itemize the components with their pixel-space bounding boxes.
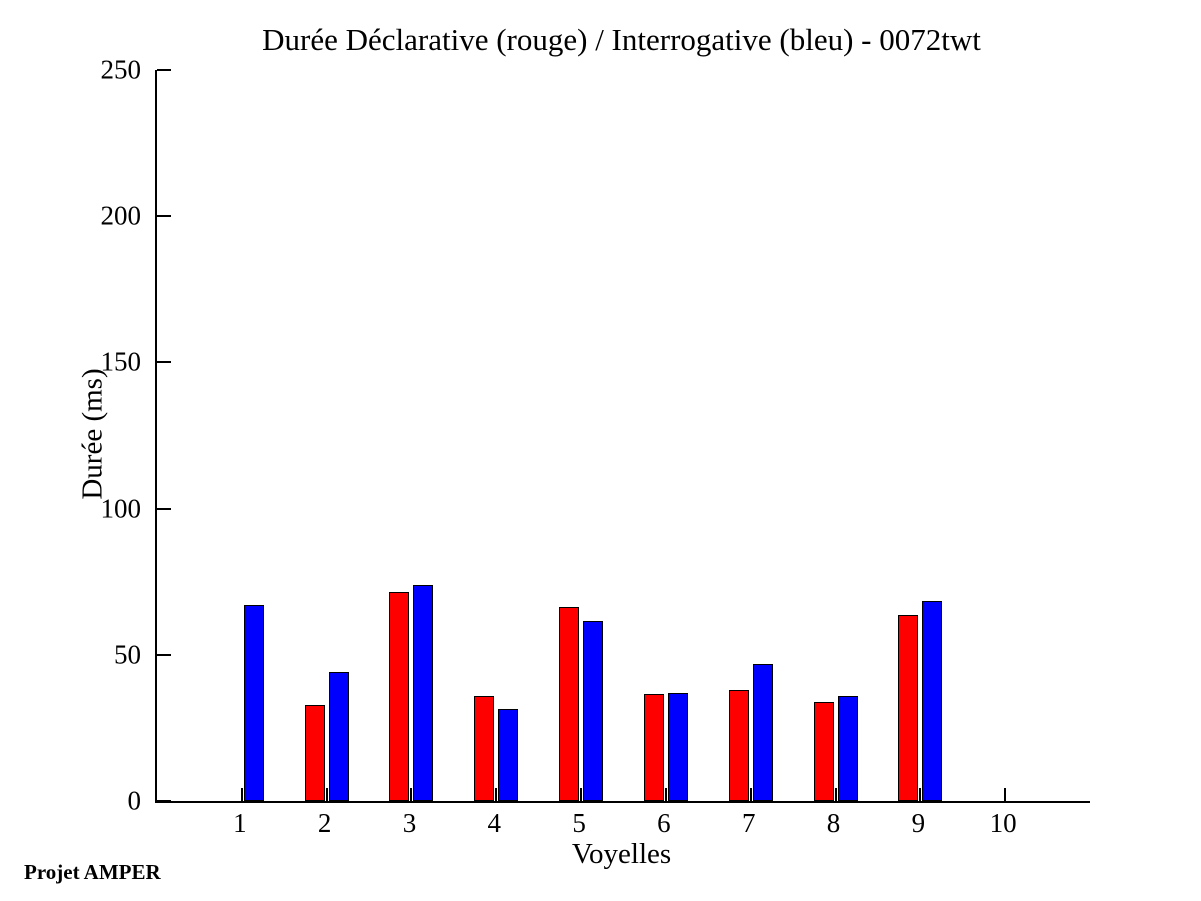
chart-title: Durée Déclarative (rouge) / Interrogativ… [262, 22, 981, 57]
bar-declarative-8 [813, 701, 834, 801]
bar-interrogative-9 [922, 600, 943, 801]
y-tick-label: 0 [127, 785, 142, 816]
y-tick-label: 200 [100, 200, 142, 231]
x-tick-mark [1004, 788, 1007, 801]
bar-interrogative-5 [583, 621, 604, 801]
bar-interrogative-1 [243, 605, 264, 801]
y-tick-mark [157, 215, 171, 218]
x-tick-label: 5 [572, 808, 586, 838]
y-tick-label: 50 [114, 639, 141, 670]
bar-declarative-7 [728, 689, 749, 801]
x-tick-mark [919, 788, 922, 801]
y-tick-mark [157, 361, 171, 364]
x-tick-label: 1 [233, 808, 247, 838]
x-tick-label: 8 [826, 808, 841, 838]
x-tick-mark [495, 788, 498, 801]
y-tick-label: 150 [100, 346, 142, 377]
y-axis-label: Durée (ms) [76, 368, 109, 500]
x-tick-mark [240, 788, 243, 801]
x-tick-mark [410, 788, 413, 801]
y-tick-label: 100 [100, 493, 142, 524]
bar-interrogative-7 [752, 663, 773, 801]
x-tick-mark [664, 788, 667, 801]
x-tick-mark [834, 788, 837, 801]
bar-interrogative-3 [413, 584, 434, 801]
bar-interrogative-4 [498, 708, 519, 801]
x-tick-label: 2 [317, 808, 332, 838]
x-tick-label: 3 [402, 808, 417, 838]
y-tick-mark [157, 800, 171, 802]
x-tick-mark [749, 788, 752, 801]
bar-declarative-4 [474, 695, 495, 801]
bar-declarative-9 [898, 615, 919, 801]
x-tick-label: 4 [487, 808, 502, 838]
bar-declarative-2 [304, 704, 325, 801]
bar-declarative-5 [559, 606, 580, 801]
x-tick-mark [580, 788, 583, 801]
bar-declarative-3 [389, 591, 410, 801]
y-tick-mark [157, 507, 171, 510]
y-tick-label: 250 [100, 54, 142, 85]
bar-interrogative-2 [328, 672, 349, 801]
x-tick-label: 6 [657, 808, 671, 838]
y-tick-mark [157, 653, 171, 656]
x-tick-label: 9 [911, 808, 926, 838]
bar-interrogative-8 [837, 695, 858, 801]
x-axis-label: Voyelles [571, 838, 672, 870]
x-tick-label: 10 [989, 808, 1017, 838]
x-tick-mark [325, 788, 328, 801]
project-label: Projet AMPER [24, 860, 161, 884]
bar-interrogative-6 [667, 692, 688, 801]
y-tick-mark [157, 69, 171, 71]
plot-area [155, 69, 1090, 803]
bar-declarative-6 [643, 694, 664, 801]
x-tick-label: 7 [741, 808, 756, 838]
